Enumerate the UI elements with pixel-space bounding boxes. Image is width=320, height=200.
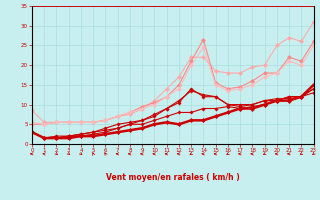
X-axis label: Vent moyen/en rafales ( km/h ): Vent moyen/en rafales ( km/h ) xyxy=(106,173,240,182)
